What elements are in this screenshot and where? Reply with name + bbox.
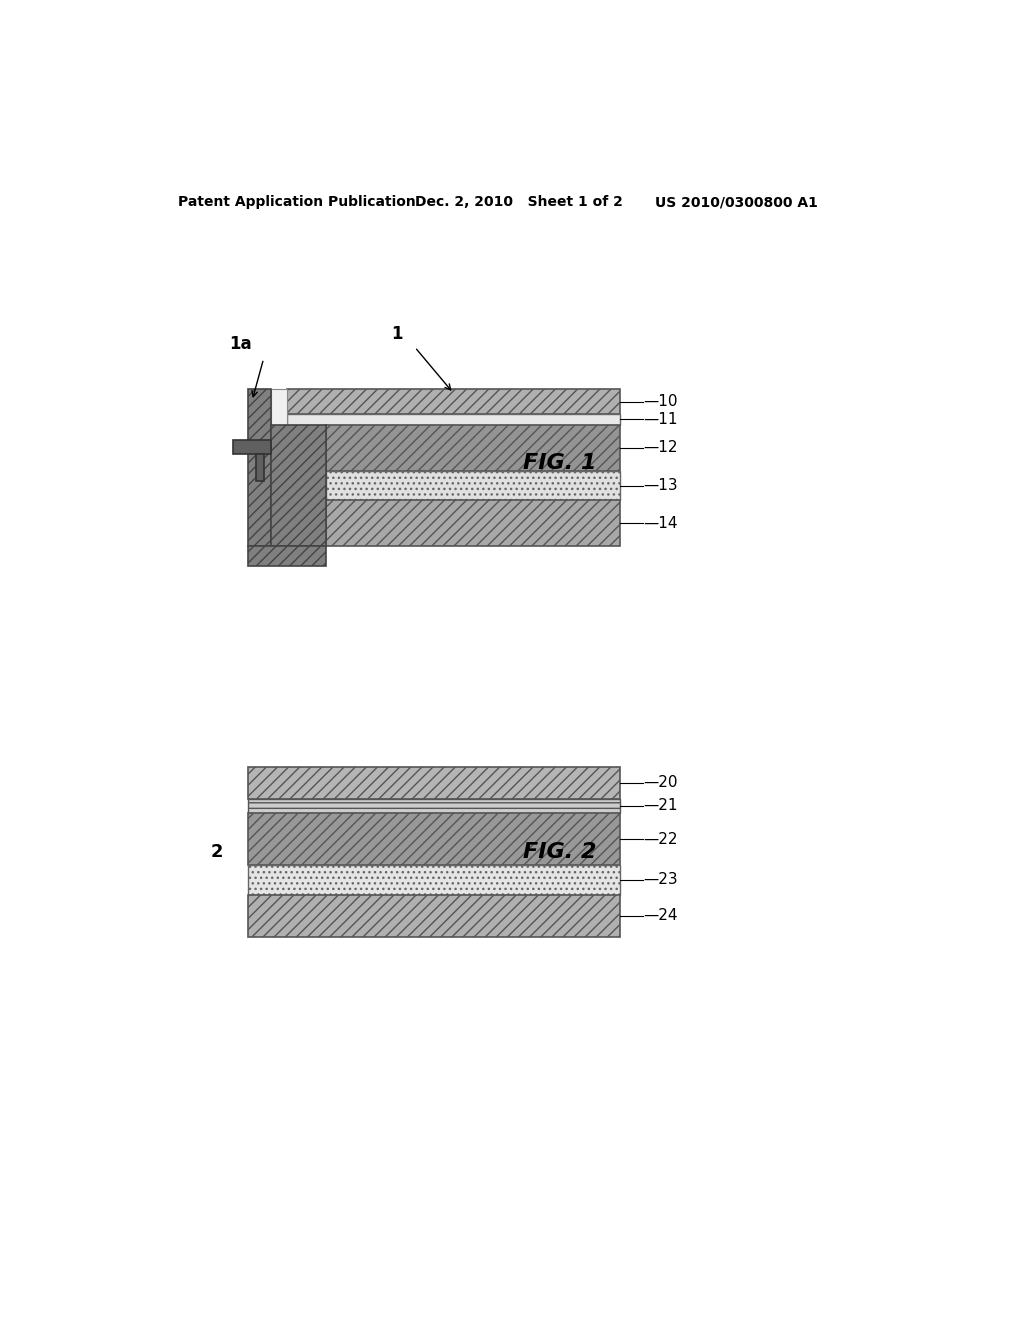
- Text: —14: —14: [643, 516, 678, 531]
- Bar: [248, 767, 621, 799]
- Bar: [248, 813, 621, 866]
- Bar: [287, 414, 621, 425]
- Text: —11: —11: [643, 412, 678, 426]
- Bar: [248, 546, 326, 566]
- Bar: [271, 425, 326, 546]
- Text: Patent Application Publication: Patent Application Publication: [178, 195, 416, 210]
- Text: —24: —24: [643, 908, 678, 923]
- Text: 1: 1: [391, 325, 403, 343]
- Bar: [271, 389, 287, 425]
- Text: FIG. 1: FIG. 1: [523, 453, 597, 474]
- Text: US 2010/0300800 A1: US 2010/0300800 A1: [655, 195, 818, 210]
- Bar: [326, 471, 621, 500]
- Text: —23: —23: [643, 873, 678, 887]
- Text: 2: 2: [211, 842, 223, 861]
- Bar: [248, 866, 621, 895]
- Bar: [326, 500, 621, 546]
- Text: —22: —22: [643, 832, 678, 846]
- Bar: [256, 454, 263, 480]
- Text: 1a: 1a: [228, 335, 251, 354]
- Bar: [248, 895, 621, 937]
- Text: —20: —20: [643, 775, 678, 791]
- Text: —12: —12: [643, 441, 678, 455]
- Text: —10: —10: [643, 395, 678, 409]
- Bar: [248, 389, 271, 546]
- Text: Dec. 2, 2010   Sheet 1 of 2: Dec. 2, 2010 Sheet 1 of 2: [415, 195, 623, 210]
- Text: —13: —13: [643, 478, 678, 494]
- Bar: [326, 425, 621, 471]
- Text: FIG. 2: FIG. 2: [523, 842, 597, 862]
- Bar: [248, 799, 621, 813]
- Text: —21: —21: [643, 799, 678, 813]
- Bar: [232, 441, 271, 454]
- Bar: [287, 389, 621, 414]
